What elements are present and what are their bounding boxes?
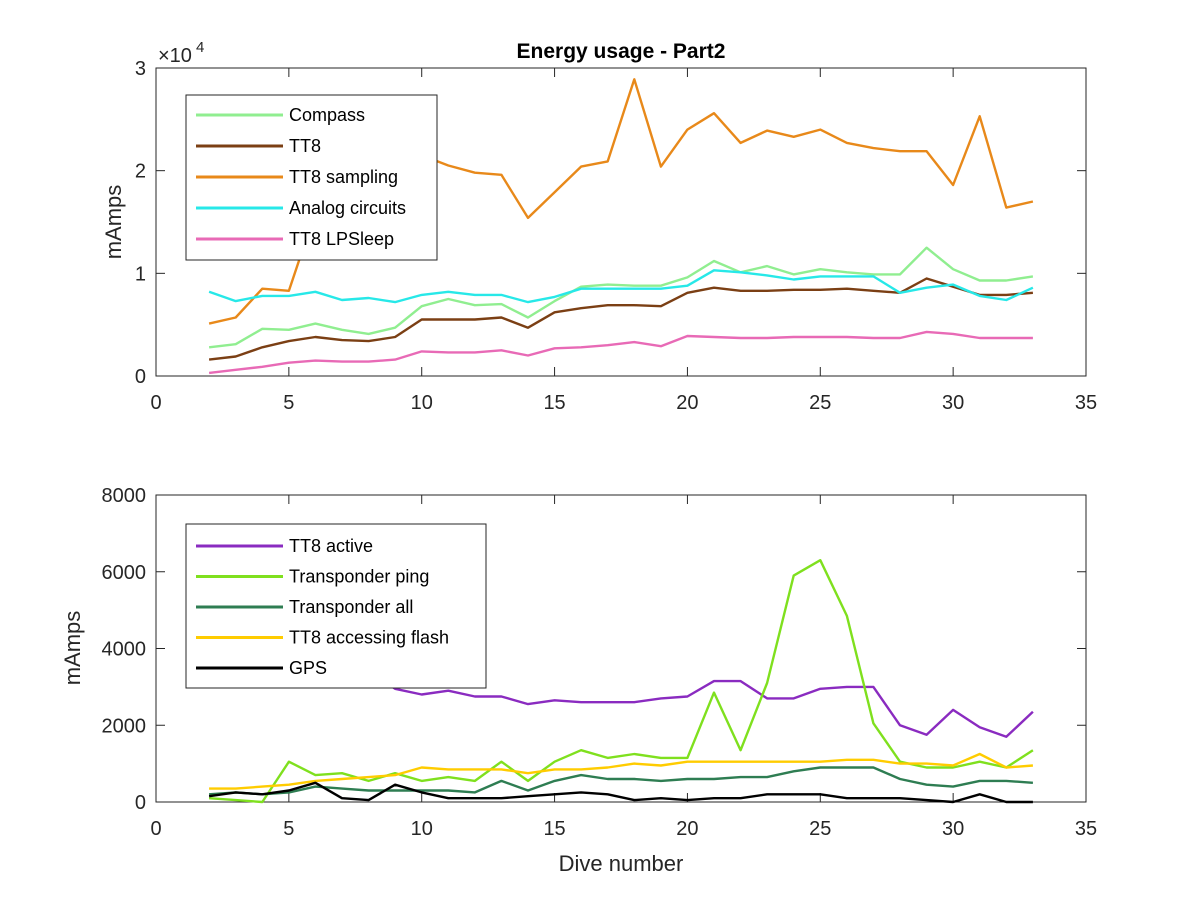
bottom-axis-ticks: 0 5 10 15 20 25 30 35 0 2000 4000 6000 8000 <box>102 485 1098 840</box>
top-x-tick-label: 30 <box>942 392 964 414</box>
bottom-legend: TT8 active Transponder ping Transponder al… <box>185 523 487 689</box>
top-y-tick-label: 2 <box>135 161 146 183</box>
top-axis-ticks: 0 5 10 15 20 25 30 35 0 1 2 3 <box>135 58 1097 414</box>
exponent-power: 4 <box>196 39 204 56</box>
series-line-tt8-accessing-flash <box>209 752 1033 790</box>
chart-title: Energy usage - Part2 <box>517 40 726 63</box>
series-line-transponder-ping <box>209 559 1034 804</box>
legend-label: Compass <box>289 105 365 125</box>
top-y-tick-label: 0 <box>135 366 146 388</box>
series-line-tt8-lpsleep <box>208 330 1033 375</box>
legend-label: Transponder all <box>289 597 413 617</box>
series-line-compass <box>208 246 1034 349</box>
bottom-y-axis-label: mAmps <box>60 611 85 686</box>
top-x-tick-label: 5 <box>283 392 294 414</box>
top-x-tick-label: 35 <box>1075 392 1097 414</box>
series-line-analog-circuits <box>208 269 1034 304</box>
bottom-chart: mAmps Dive number 0 5 10 15 20 25 30 35 0 2000 400… <box>60 485 1097 876</box>
legend-label: Transponder ping <box>289 567 429 587</box>
bottom-x-tick-label: 30 <box>942 818 964 840</box>
bottom-y-tick-label: 2000 <box>102 715 147 737</box>
bottom-y-tick-label: 4000 <box>102 639 147 661</box>
bottom-x-tick-label: 35 <box>1075 818 1097 840</box>
bottom-y-tick-label: 0 <box>135 792 146 814</box>
series-line-gps <box>208 781 1033 804</box>
top-y-axis-label: mAmps <box>101 185 126 260</box>
top-y-tick-label: 3 <box>135 58 146 80</box>
legend-label: TT8 active <box>289 536 373 556</box>
exponent-label: ×10 <box>158 45 192 67</box>
legend-label: TT8 sampling <box>289 167 398 187</box>
bottom-y-tick-label: 6000 <box>102 562 147 584</box>
legend-label: Analog circuits <box>289 198 406 218</box>
top-x-tick-label: 10 <box>411 392 433 414</box>
series-line-tt8 <box>208 277 1033 361</box>
bottom-x-tick-label: 20 <box>676 818 698 840</box>
bottom-x-tick-label: 25 <box>809 818 831 840</box>
legend-label: TT8 <box>289 136 321 156</box>
bottom-x-tick-label: 5 <box>283 818 294 840</box>
x-axis-label: Dive number <box>559 851 684 876</box>
top-x-tick-label: 15 <box>543 392 565 414</box>
top-y-tick-label: 1 <box>135 263 146 285</box>
bottom-x-tick-label: 0 <box>150 818 161 840</box>
bottom-y-tick-label: 8000 <box>102 485 147 507</box>
bottom-x-tick-label: 15 <box>543 818 565 840</box>
top-x-tick-label: 0 <box>150 392 161 414</box>
top-x-tick-label: 25 <box>809 392 831 414</box>
legend-label: GPS <box>289 658 327 678</box>
bottom-x-tick-label: 10 <box>411 818 433 840</box>
top-series-lines <box>208 78 1034 375</box>
top-x-tick-label: 20 <box>676 392 698 414</box>
series-line-transponder-all <box>209 766 1033 796</box>
legend-label: TT8 accessing flash <box>289 628 449 648</box>
top-chart: Energy usage - Part2 ×10 4 mAmps 0 5 10 15 2… <box>101 39 1097 414</box>
legend-label: TT8 LPSleep <box>289 229 394 249</box>
top-legend: Compass TT8 TT8 sampling Analog circuits TT8… <box>185 94 438 261</box>
